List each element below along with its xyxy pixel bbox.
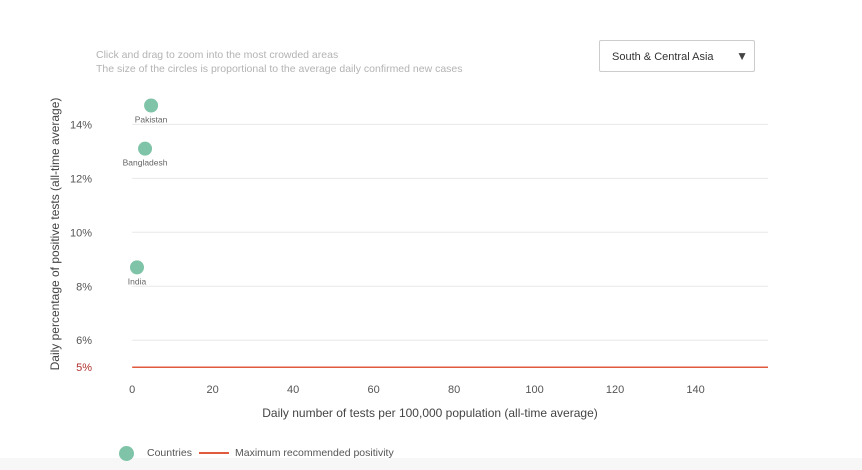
y-tick-label: 10%	[70, 227, 92, 239]
x-axis-ticks: 0 20 40 60 80 100 120 140	[129, 384, 705, 396]
y-axis-title: Daily percentage of positive tests (all-…	[48, 98, 62, 371]
legend-line-icon	[199, 452, 229, 454]
data-points: Pakistan Bangladesh India	[123, 98, 168, 286]
x-tick-label: 80	[448, 384, 460, 396]
legend-label-threshold: Maximum recommended positivity	[235, 447, 394, 459]
data-point-label: Pakistan	[135, 114, 168, 124]
y-tick-label: 12%	[70, 173, 92, 185]
data-point	[144, 98, 159, 113]
x-tick-label: 40	[287, 384, 299, 396]
threshold-line-group: 5%	[76, 362, 768, 374]
threshold-label: 5%	[76, 362, 92, 374]
y-tick-label: 6%	[76, 335, 92, 347]
x-tick-label: 100	[525, 384, 543, 396]
x-tick-label: 0	[129, 384, 135, 396]
x-axis-title: Daily number of tests per 100,000 popula…	[262, 406, 598, 420]
x-tick-label: 60	[367, 384, 379, 396]
footer-band	[0, 458, 862, 470]
region-select[interactable]: South & Central Asia ▼	[599, 40, 755, 72]
legend-item-threshold[interactable]: Maximum recommended positivity	[199, 443, 394, 463]
legend-item-countries[interactable]: Countries	[119, 443, 192, 463]
y-axis-ticks: 6% 8% 10% 12% 14%	[70, 119, 92, 347]
region-select-value: South & Central Asia	[612, 51, 714, 63]
legend-label-countries: Countries	[147, 447, 192, 459]
legend-dot-icon	[119, 445, 134, 461]
x-tick-label: 140	[686, 384, 704, 396]
chart-instructions: Click and drag to zoom into the most cro…	[96, 49, 463, 76]
y-tick-label: 14%	[70, 119, 92, 131]
x-tick-label: 20	[207, 384, 219, 396]
size-instruction: The size of the circles is proportional …	[96, 62, 463, 75]
x-tick-label: 120	[606, 384, 624, 396]
data-point-label: Bangladesh	[123, 158, 168, 168]
data-point-label: India	[128, 276, 147, 286]
grid-lines	[132, 123, 768, 341]
data-point	[138, 141, 153, 156]
triangle-down-icon: ▼	[736, 49, 748, 63]
y-tick-label: 8%	[76, 281, 92, 293]
zoom-instruction: Click and drag to zoom into the most cro…	[96, 49, 339, 61]
data-point	[129, 260, 144, 275]
